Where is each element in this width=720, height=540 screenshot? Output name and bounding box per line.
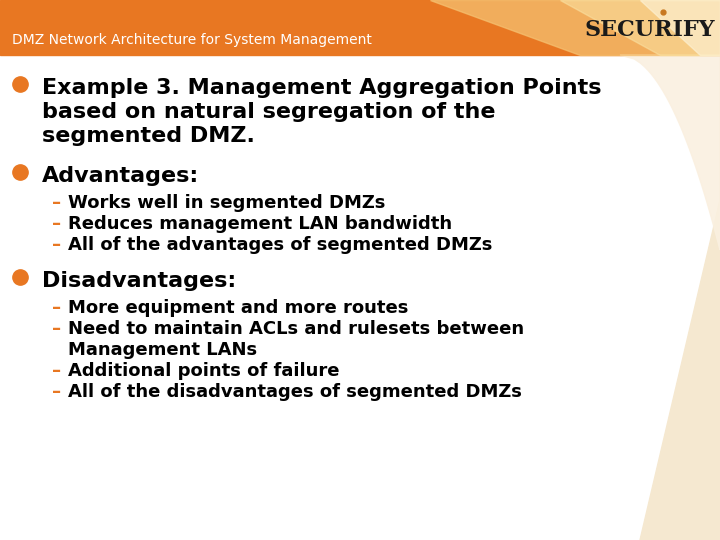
Text: DMZ Network Architecture for System Management: DMZ Network Architecture for System Mana…	[12, 33, 372, 47]
Polygon shape	[640, 55, 720, 540]
Polygon shape	[560, 0, 720, 55]
Text: Need to maintain ACLs and rulesets between: Need to maintain ACLs and rulesets betwe…	[68, 320, 524, 338]
Text: –: –	[52, 383, 61, 401]
Text: Disadvantages:: Disadvantages:	[42, 271, 236, 291]
Text: All of the disadvantages of segmented DMZs: All of the disadvantages of segmented DM…	[68, 383, 522, 401]
Text: More equipment and more routes: More equipment and more routes	[68, 299, 408, 317]
Text: Advantages:: Advantages:	[42, 166, 199, 186]
Text: Works well in segmented DMZs: Works well in segmented DMZs	[68, 194, 385, 212]
Text: based on natural segregation of the: based on natural segregation of the	[42, 102, 495, 122]
Text: Management LANs: Management LANs	[68, 341, 257, 359]
Text: Reduces management LAN bandwidth: Reduces management LAN bandwidth	[68, 215, 452, 233]
Text: –: –	[52, 320, 61, 338]
Polygon shape	[430, 0, 720, 55]
Text: –: –	[52, 215, 61, 233]
Text: segmented DMZ.: segmented DMZ.	[42, 126, 255, 146]
Text: Example 3. Management Aggregation Points: Example 3. Management Aggregation Points	[42, 78, 601, 98]
Polygon shape	[620, 55, 720, 250]
Polygon shape	[640, 0, 720, 55]
Text: All of the advantages of segmented DMZs: All of the advantages of segmented DMZs	[68, 236, 492, 254]
Bar	[0, 0, 720, 55]
Text: –: –	[52, 362, 61, 380]
Text: –: –	[52, 194, 61, 212]
Text: SECURIFY: SECURIFY	[585, 19, 715, 41]
Text: –: –	[52, 236, 61, 254]
Text: Additional points of failure: Additional points of failure	[68, 362, 340, 380]
Text: –: –	[52, 299, 61, 317]
